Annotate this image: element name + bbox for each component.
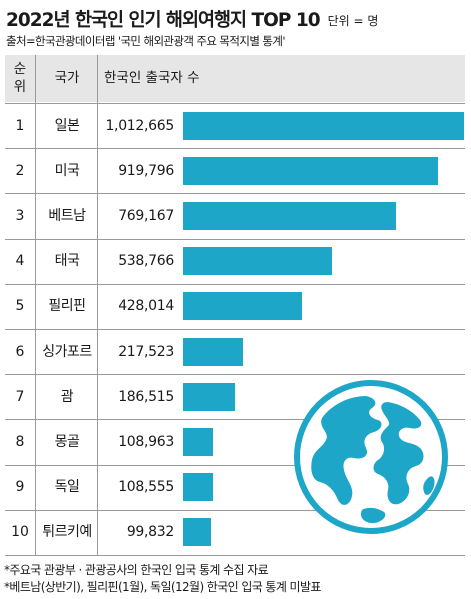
header-country: 국가 bbox=[54, 70, 80, 86]
value-label: 769,167 bbox=[118, 208, 174, 224]
chart-title: 2022년 한국인 인기 해외여행지 TOP 10 bbox=[6, 10, 321, 31]
rank-label: 2 bbox=[15, 162, 25, 179]
rank-label: 8 bbox=[15, 434, 25, 450]
rank-label: 5 bbox=[15, 298, 25, 315]
value-label: 99,832 bbox=[126, 524, 174, 541]
value-label: 108,555 bbox=[118, 479, 174, 496]
country-label: 태국 bbox=[54, 253, 80, 270]
bar bbox=[183, 382, 235, 411]
row-divider bbox=[5, 329, 465, 330]
row-divider bbox=[5, 555, 465, 556]
unit-label: 단위 = 명 bbox=[327, 14, 379, 28]
rank-label: 10 bbox=[11, 524, 29, 541]
value-label: 538,766 bbox=[118, 253, 174, 270]
bar bbox=[183, 428, 213, 456]
title-row: 2022년 한국인 인기 해외여행지 TOP 10 단위 = 명 bbox=[6, 6, 378, 32]
row-divider bbox=[5, 103, 465, 104]
row-divider bbox=[5, 374, 465, 375]
header-count: 한국인 출국자 수 bbox=[104, 70, 200, 86]
row-divider bbox=[5, 510, 465, 511]
value-label: 428,014 bbox=[118, 298, 174, 315]
bar bbox=[183, 202, 396, 230]
country-label: 싱가포르 bbox=[42, 343, 92, 360]
value-label: 1,012,665 bbox=[105, 117, 174, 134]
bar bbox=[183, 473, 213, 502]
rank-label: 9 bbox=[15, 479, 25, 496]
bar bbox=[183, 247, 332, 276]
bar bbox=[183, 156, 438, 185]
value-label: 919,796 bbox=[118, 162, 174, 179]
header-rank: 순위 bbox=[13, 61, 27, 95]
rank-label: 7 bbox=[15, 388, 25, 405]
country-label: 괌 bbox=[60, 388, 74, 405]
divider-rank bbox=[35, 55, 36, 555]
country-label: 베트남 bbox=[48, 208, 86, 224]
value-label: 217,523 bbox=[118, 343, 174, 360]
row-divider bbox=[5, 239, 465, 240]
bar bbox=[183, 337, 243, 366]
row-divider bbox=[5, 419, 465, 420]
country-label: 일본 bbox=[54, 117, 80, 134]
footnote-1: *주요국 관광부 · 관광공사의 한국인 입국 통계 수집 자료 bbox=[4, 563, 269, 577]
value-label: 108,963 bbox=[118, 434, 174, 450]
source-note: 출처=한국관광데이터랩 '국민 해외관광객 주요 목적지별 통계' bbox=[6, 34, 286, 48]
globe-icon bbox=[294, 380, 448, 534]
divider-country bbox=[97, 55, 98, 555]
row-divider bbox=[5, 465, 465, 466]
rank-label: 4 bbox=[15, 253, 25, 270]
footnote-2: *베트남(상반기), 필리핀(1월), 독일(12월) 한국인 입국 통계 미발… bbox=[4, 580, 321, 594]
row-divider bbox=[5, 148, 465, 149]
bar bbox=[183, 518, 211, 547]
rank-label: 6 bbox=[15, 343, 25, 360]
bar bbox=[183, 111, 464, 140]
country-label: 튀르키예 bbox=[42, 524, 92, 541]
row-divider bbox=[5, 193, 465, 194]
footnotes: *주요국 관광부 · 관광공사의 한국인 입국 통계 수집 자료 *베트남(상반… bbox=[4, 562, 321, 596]
country-label: 필리핀 bbox=[48, 298, 86, 315]
table-header bbox=[5, 55, 465, 102]
country-label: 미국 bbox=[54, 162, 80, 179]
rank-label: 3 bbox=[15, 208, 25, 224]
country-label: 몽골 bbox=[54, 434, 80, 450]
bar bbox=[183, 292, 302, 321]
rank-label: 1 bbox=[15, 117, 25, 134]
value-label: 186,515 bbox=[118, 388, 174, 405]
country-label: 독일 bbox=[54, 479, 80, 496]
row-divider bbox=[5, 284, 465, 285]
